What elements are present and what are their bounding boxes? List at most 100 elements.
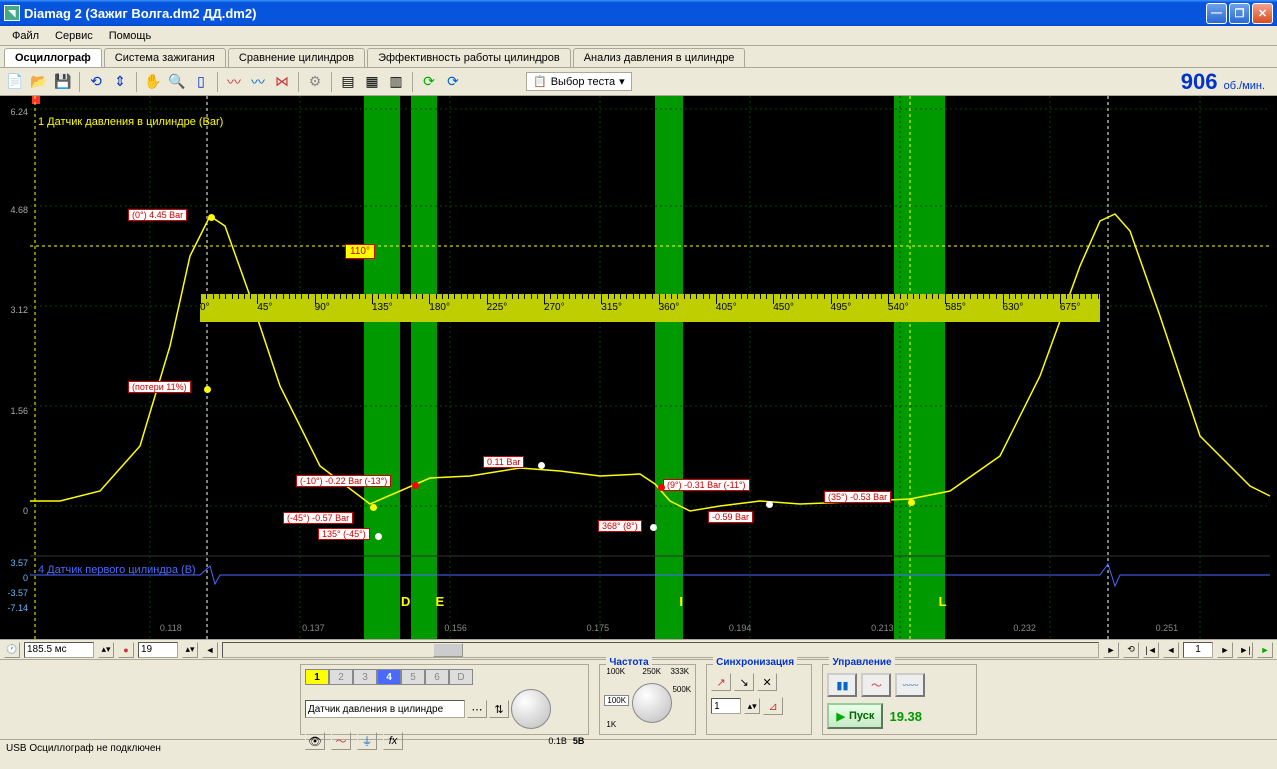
channel-button-1[interactable]: 1 (305, 669, 329, 685)
channel-link-icon[interactable]: ⇅ (489, 700, 509, 718)
data-point-label: (потери 11%) (128, 381, 191, 393)
eye-icon[interactable]: 👁 (305, 732, 325, 750)
nav-loop[interactable]: ⟲ (1123, 642, 1139, 658)
wave1-icon[interactable]: 〰 (223, 71, 245, 93)
frequency-dial[interactable] (632, 683, 672, 723)
tab-efficiency[interactable]: Эффективность работы цилиндров (367, 48, 571, 67)
ruler-label: 495° (831, 302, 852, 313)
zoom-fit-icon[interactable]: ⟲ (85, 71, 107, 93)
channel-name-input[interactable] (305, 700, 465, 718)
zoom-icon[interactable]: 🔍 (166, 71, 188, 93)
maximize-button[interactable]: ❐ (1229, 3, 1250, 24)
tab-oscilloscope[interactable]: Осциллограф (4, 48, 102, 67)
horizontal-scrollbar[interactable] (222, 642, 1099, 658)
grid1-icon[interactable]: ▤ (337, 71, 359, 93)
sync-spin[interactable]: ▴▾ (744, 698, 760, 714)
nav-last[interactable]: ►| (1237, 642, 1253, 658)
zoom-vert-icon[interactable]: ⇕ (109, 71, 131, 93)
ac-icon[interactable]: 〜 (331, 732, 351, 750)
y-tick: 3.12 (10, 305, 28, 315)
channel-button-2[interactable]: 2 (329, 669, 353, 685)
angle-110-label: 110° (345, 244, 375, 259)
voltage-dial[interactable] (511, 689, 551, 729)
channel-button-6[interactable]: 6 (425, 669, 449, 685)
open-icon[interactable]: 📂 (28, 71, 50, 93)
sync-rise-icon[interactable]: ↗ (711, 673, 731, 691)
ruler-label: 540° (888, 302, 909, 313)
channel-button-5[interactable]: 5 (401, 669, 425, 685)
x-tick: 0.137 (302, 623, 325, 633)
auto-icon[interactable]: ⚙ (304, 71, 326, 93)
test-selector[interactable]: 📋 Выбор теста ▾ (526, 72, 632, 91)
tab-pressure[interactable]: Анализ давления в цилиндре (573, 48, 746, 67)
single-wave-button[interactable]: 〜 (861, 673, 891, 697)
ruler-label: 450° (773, 302, 794, 313)
scroll-left[interactable]: ◄ (202, 642, 218, 658)
marker-dot (908, 499, 915, 506)
run-button[interactable]: ▶ Пуск (827, 703, 883, 729)
y2-tick: 3.57 (10, 558, 28, 568)
nav-first[interactable]: |◄ (1143, 642, 1159, 658)
freq-500k: 500K (672, 685, 691, 694)
cursor-icon[interactable]: ▯ (190, 71, 212, 93)
time-spin-up[interactable]: 🕐 (4, 642, 20, 658)
menu-help[interactable]: Помощь (101, 28, 160, 44)
page-input[interactable] (1183, 642, 1213, 658)
frequency-group: Частота 100K 250K 333K 500K 1K 100K (599, 664, 696, 735)
refresh-icon[interactable]: ⟳ (418, 71, 440, 93)
degree-ruler: 0°45°90°135°180°225°270°315°360°405°450°… (200, 294, 1100, 322)
new-icon[interactable]: 📄 (4, 71, 26, 93)
x-tick: 0.251 (1156, 623, 1179, 633)
multi-wave-button[interactable]: 〰〰 (895, 673, 925, 697)
close-button[interactable]: ✕ (1252, 3, 1273, 24)
sync-mode-icon[interactable]: ⊿ (763, 697, 783, 715)
pause-button[interactable]: ▮▮ (827, 673, 857, 697)
tab-ignition[interactable]: Система зажигания (104, 48, 226, 67)
minimize-button[interactable]: — (1206, 3, 1227, 24)
run-label: Пуск (849, 710, 874, 722)
sync-x-icon[interactable]: ✕ (757, 673, 777, 691)
grid3-icon[interactable]: ▥ (385, 71, 407, 93)
marker-dot (538, 462, 545, 469)
scroll-right[interactable]: ► (1103, 642, 1119, 658)
ground-icon[interactable]: ⏚ (357, 732, 377, 750)
nav-play[interactable]: ► (1257, 642, 1273, 658)
hand-icon[interactable]: ✋ (142, 71, 164, 93)
tab-compare[interactable]: Сравнение цилиндров (228, 48, 365, 67)
time-spin[interactable]: ▴▾ (98, 642, 114, 658)
freq-250k: 250K (642, 667, 661, 676)
data-point-label: -0.59 Bar (708, 511, 753, 523)
grid2-icon[interactable]: ▦ (361, 71, 383, 93)
wave2-icon[interactable]: 〰 (247, 71, 269, 93)
ruler-label: 45° (257, 302, 272, 313)
zoom-btn[interactable]: ● (118, 642, 134, 658)
channel-button-D[interactable]: D (449, 669, 473, 685)
sync-group: Синхронизация ↗ ↘ ✕ ▴▾ ⊿ (706, 664, 812, 735)
data-point-label: (0°) 4.45 Bar (128, 209, 187, 221)
zoom-input[interactable] (138, 642, 178, 658)
menu-file[interactable]: Файл (4, 28, 47, 44)
sync-icon[interactable]: ⟳ (442, 71, 464, 93)
nav-prev[interactable]: ◄ (1163, 642, 1179, 658)
sync-channel-input[interactable] (711, 698, 741, 714)
nav-next[interactable]: ► (1217, 642, 1233, 658)
channel1-label: 1 Датчик давления в цилиндре (Bar) (38, 116, 223, 128)
statusbar: USB Осциллограф не подключен (0, 739, 1277, 757)
chart-area[interactable]: 6.244.683.121.5603.570-3.57-7.14 0.1180.… (0, 96, 1277, 639)
chart-svg (0, 96, 1277, 639)
zoom-spin[interactable]: ▴▾ (182, 642, 198, 658)
fx-icon[interactable]: fx (383, 732, 403, 750)
time-input[interactable] (24, 642, 94, 658)
x-tick: 0.156 (444, 623, 467, 633)
wave3-icon[interactable]: ⋈ (271, 71, 293, 93)
menubar: Файл Сервис Помощь (0, 26, 1277, 46)
sync-fall-icon[interactable]: ↘ (734, 673, 754, 691)
channel-button-4[interactable]: 4 (377, 669, 401, 685)
menu-service[interactable]: Сервис (47, 28, 101, 44)
marker-dot (375, 533, 382, 540)
ruler-label: 90° (315, 302, 330, 313)
save-icon[interactable]: 💾 (52, 71, 74, 93)
channel-menu-icon[interactable]: ⋯ (467, 700, 487, 718)
channel-button-3[interactable]: 3 (353, 669, 377, 685)
data-point-label: (35°) -0.53 Bar (824, 491, 891, 503)
